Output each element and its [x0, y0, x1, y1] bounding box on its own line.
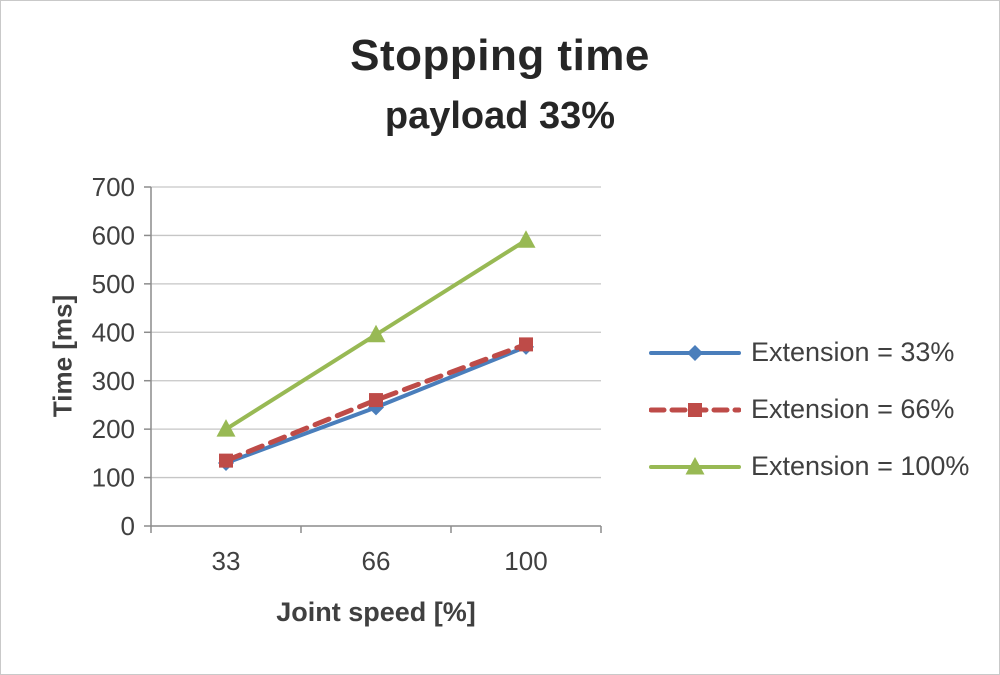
svg-text:400: 400 [92, 317, 135, 347]
svg-text:700: 700 [92, 172, 135, 202]
legend-label: Extension = 33% [751, 337, 955, 367]
legend-item-extension-66: Extension = 66% [649, 394, 969, 425]
svg-text:200: 200 [92, 414, 135, 444]
svg-text:0: 0 [121, 511, 135, 541]
svg-text:100: 100 [504, 546, 547, 576]
svg-text:300: 300 [92, 366, 135, 396]
legend-marker-diamond-icon [649, 344, 741, 361]
x-axis-title: Joint speed [%] [276, 597, 476, 627]
legend-marker-triangle-icon [649, 456, 741, 474]
chart-title: Stopping time [350, 31, 650, 80]
svg-text:100: 100 [92, 463, 135, 493]
svg-text:66: 66 [362, 546, 391, 576]
chart-legend: Extension = 33% Extension = 66% Extensio… [649, 337, 969, 482]
legend-item-extension-33: Extension = 33% [649, 337, 969, 368]
svg-text:600: 600 [92, 221, 135, 251]
legend-label: Extension = 100% [751, 451, 970, 481]
y-axis-title: Time [ms] [47, 294, 78, 418]
svg-text:33: 33 [212, 546, 241, 576]
legend-marker-square-icon [649, 402, 741, 417]
legend-item-extension-100: Extension = 100% [649, 451, 969, 482]
chart-subtitle: payload 33% [384, 95, 616, 137]
svg-text:500: 500 [92, 269, 135, 299]
legend-label: Extension = 66% [751, 394, 955, 424]
